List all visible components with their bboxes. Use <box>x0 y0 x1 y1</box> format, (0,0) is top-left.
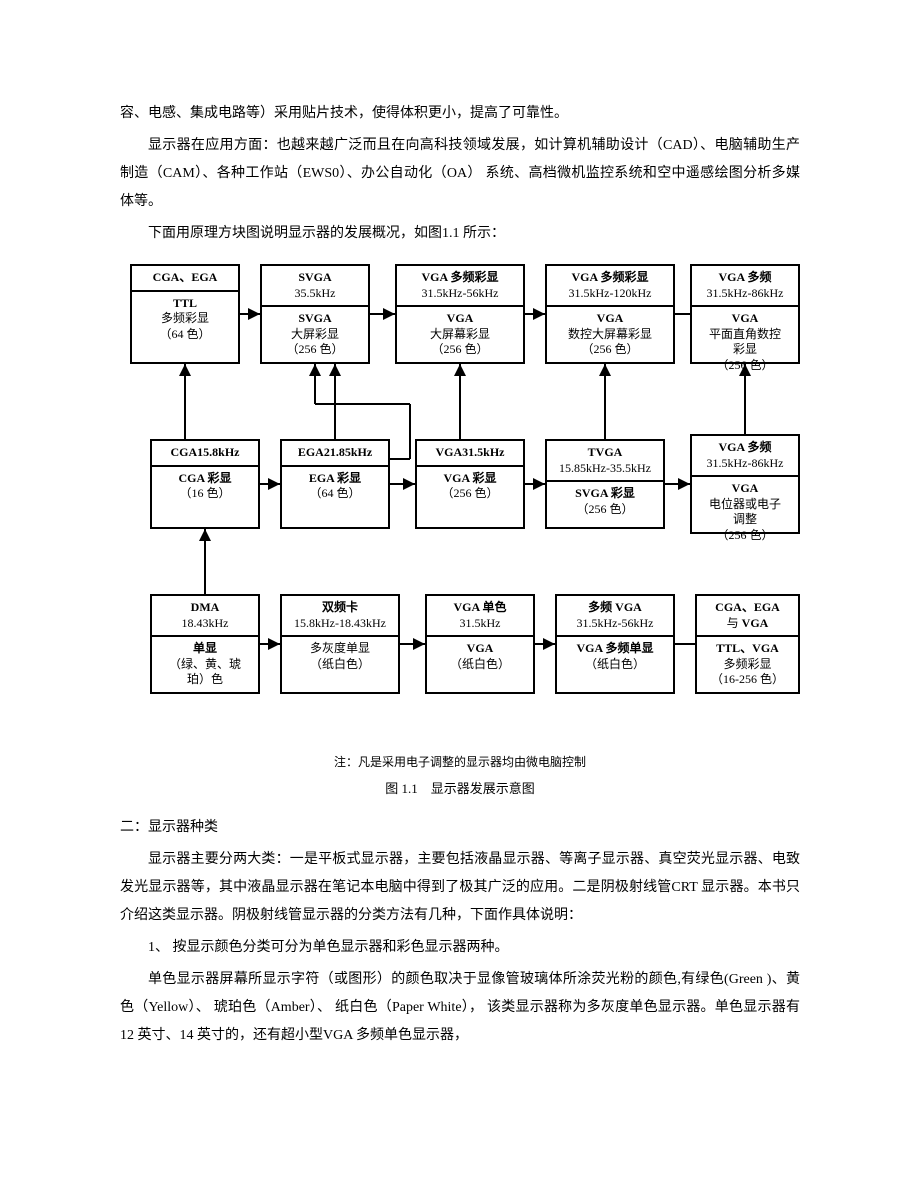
flowchart-node-r3c2: 双频卡15.8kHz-18.43kHz多灰度单显（纸白色） <box>280 594 400 694</box>
paragraph-3: 下面用原理方块图说明显示器的发展概况，如图1.1 所示： <box>120 220 800 248</box>
flowchart-node-r3c3: VGA 单色31.5kHzVGA（纸白色） <box>425 594 535 694</box>
paragraph-2: 显示器在应用方面：也越来越广泛而且在向高科技领域发展，如计算机辅助设计（CAD）… <box>120 132 800 216</box>
figure-caption: 图 1.1 显示器发展示意图 <box>120 776 800 802</box>
flowchart: CGA、EGATTL多频彩显（64 色）SVGA35.5kHzSVGA大屏彩显（… <box>120 264 800 744</box>
paragraph-4: 显示器主要分两大类：一是平板式显示器，主要包括液晶显示器、等离子显示器、真空荧光… <box>120 846 800 930</box>
paragraph-5: 1、 按显示颜色分类可分为单色显示器和彩色显示器两种。 <box>120 934 800 962</box>
flowchart-node-r1c3: VGA 多频彩显31.5kHz-56kHzVGA大屏幕彩显（256 色） <box>395 264 525 364</box>
section-2-title: 二：显示器种类 <box>120 814 800 842</box>
paragraph-6: 单色显示器屏幕所显示字符（或图形）的颜色取决于显像管玻璃体所涂荧光粉的颜色,有绿… <box>120 966 800 1050</box>
flowchart-node-r1c2: SVGA35.5kHzSVGA大屏彩显（256 色） <box>260 264 370 364</box>
flowchart-node-r3c5: CGA、EGA与 VGATTL、VGA多频彩显（16-256 色） <box>695 594 800 694</box>
flowchart-node-r1c1: CGA、EGATTL多频彩显（64 色） <box>130 264 240 364</box>
flowchart-node-r2c5: VGA 多频31.5kHz-86kHzVGA电位器或电子调整（256 色） <box>690 434 800 534</box>
flowchart-node-r2c4: TVGA15.85kHz-35.5kHzSVGA 彩显（256 色） <box>545 439 665 529</box>
figure-note: 注：凡是采用电子调整的显示器均由微电脑控制 <box>120 750 800 774</box>
flowchart-node-r3c1: DMA18.43kHz单显（绿、黄、琥珀）色 <box>150 594 260 694</box>
flowchart-node-r2c2: EGA21.85kHzEGA 彩显（64 色） <box>280 439 390 529</box>
flowchart-node-r1c4: VGA 多频彩显31.5kHz-120kHzVGA数控大屏幕彩显（256 色） <box>545 264 675 364</box>
figure-1-1: CGA、EGATTL多频彩显（64 色）SVGA35.5kHzSVGA大屏彩显（… <box>120 264 800 802</box>
flowchart-node-r3c4: 多频 VGA31.5kHz-56kHzVGA 多频单显（纸白色） <box>555 594 675 694</box>
flowchart-node-r1c5: VGA 多频31.5kHz-86kHzVGA平面直角数控彩显（256 色） <box>690 264 800 364</box>
flowchart-node-r2c1: CGA15.8kHzCGA 彩显（16 色） <box>150 439 260 529</box>
paragraph-1: 容、电感、集成电路等）采用贴片技术，使得体积更小，提高了可靠性。 <box>120 100 800 128</box>
document-page: 容、电感、集成电路等）采用贴片技术，使得体积更小，提高了可靠性。 显示器在应用方… <box>0 0 920 1114</box>
flowchart-node-r2c3: VGA31.5kHzVGA 彩显（256 色） <box>415 439 525 529</box>
